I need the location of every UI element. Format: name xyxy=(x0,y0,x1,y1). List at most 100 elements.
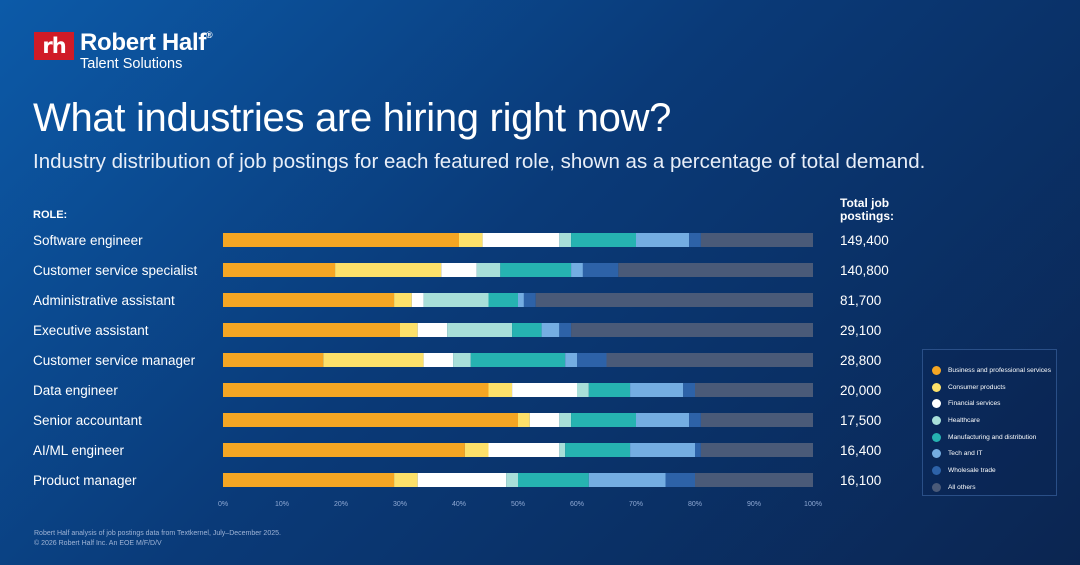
legend-label: Manufacturing and distribution xyxy=(948,433,1037,441)
role-column-header: ROLE: xyxy=(33,209,68,221)
bar-segment-all-others xyxy=(700,413,813,427)
bar-segment-consumer-products xyxy=(335,263,442,277)
bar-segment-healthcare xyxy=(559,233,572,247)
bar-segment-business-and-professional-services xyxy=(223,413,518,427)
bar-segment-healthcare xyxy=(423,293,489,307)
legend-swatch xyxy=(932,465,941,475)
legend-item: Business and professional services xyxy=(932,362,1056,379)
bar-segment-tech-and-it xyxy=(565,353,577,367)
role-label: Customer service specialist xyxy=(33,263,198,278)
bar-segment-financial-services xyxy=(417,323,448,337)
bar-segment-financial-services xyxy=(482,233,560,247)
bar-segment-financial-services xyxy=(529,413,560,427)
role-label: Product manager xyxy=(33,473,137,488)
bar-segment-healthcare xyxy=(506,473,518,487)
footnote-source: Robert Half analysis of job postings dat… xyxy=(34,530,281,537)
bar-segment-all-others xyxy=(618,263,813,277)
legend-swatch xyxy=(932,382,941,392)
legend-item: Tech and IT xyxy=(932,445,1056,462)
bar-segment-financial-services xyxy=(488,443,560,457)
bar-segment-consumer-products xyxy=(394,293,412,307)
total-postings-value: 28,800 xyxy=(840,353,881,368)
bar-segment-financial-services xyxy=(411,293,424,307)
bar-segment-wholesale-trade xyxy=(689,413,701,427)
x-tick-label: 50% xyxy=(511,501,525,508)
total-postings-value: 149,400 xyxy=(840,233,889,248)
x-tick-label: 90% xyxy=(747,501,761,508)
role-label: Executive assistant xyxy=(33,323,149,338)
legend-label: All others xyxy=(948,483,976,491)
total-postings-value: 16,400 xyxy=(840,443,881,458)
bar-segment-tech-and-it xyxy=(571,263,583,277)
bar-segment-all-others xyxy=(700,443,813,457)
total-postings-value: 20,000 xyxy=(840,383,881,398)
bar-segment-tech-and-it xyxy=(636,233,690,247)
bar-segment-all-others xyxy=(695,383,813,397)
bar-segment-healthcare xyxy=(559,413,572,427)
rh-logo-mark: rh xyxy=(34,32,74,60)
bar-segment-manufacturing-and-distribution xyxy=(500,263,572,277)
bar-segment-tech-and-it xyxy=(541,323,560,337)
bar-segment-tech-and-it xyxy=(636,413,690,427)
footnote: Robert Half analysis of job postings dat… xyxy=(34,529,281,549)
role-label: AI/ML engineer xyxy=(33,443,125,458)
legend-swatch xyxy=(932,432,941,442)
bar-segment-financial-services xyxy=(441,263,477,277)
x-tick-label: 40% xyxy=(452,501,466,508)
bar-segment-wholesale-trade xyxy=(689,233,701,247)
legend-label: Consumer products xyxy=(948,383,1006,391)
brand-subtitle: Talent Solutions xyxy=(80,56,183,72)
legend-item: Manufacturing and distribution xyxy=(932,429,1056,446)
x-tick-label: 100% xyxy=(804,501,822,508)
total-postings-value: 81,700 xyxy=(840,293,881,308)
legend-label: Healthcare xyxy=(948,416,980,424)
role-label: Data engineer xyxy=(33,383,118,398)
bar-segment-manufacturing-and-distribution xyxy=(512,323,542,337)
bar-segment-financial-services xyxy=(512,383,577,397)
bar-segment-manufacturing-and-distribution xyxy=(488,293,518,307)
bar-segment-all-others xyxy=(606,353,813,367)
bar-segment-manufacturing-and-distribution xyxy=(571,233,636,247)
chart-title: What industries are hiring right now? xyxy=(33,96,672,140)
bar-segment-healthcare xyxy=(476,263,501,277)
bar-segment-business-and-professional-services xyxy=(223,263,336,277)
bar-segment-financial-services xyxy=(423,353,454,367)
role-label: Administrative assistant xyxy=(33,293,175,308)
bar-segment-wholesale-trade xyxy=(559,323,572,337)
x-tick-label: 80% xyxy=(688,501,702,508)
bar-segment-healthcare xyxy=(559,443,566,457)
bar-segment-consumer-products xyxy=(488,383,513,397)
bar-segment-manufacturing-and-distribution xyxy=(588,383,631,397)
legend-label: Financial services xyxy=(948,400,1001,408)
bar-segment-all-others xyxy=(695,473,813,487)
bar-segment-manufacturing-and-distribution xyxy=(565,443,631,457)
legend-swatch xyxy=(932,365,941,375)
bar-segment-manufacturing-and-distribution xyxy=(571,413,636,427)
bar-segment-business-and-professional-services xyxy=(223,323,400,337)
chart-subtitle: Industry distribution of job postings fo… xyxy=(33,150,926,173)
bar-segment-wholesale-trade xyxy=(683,383,695,397)
legend-item: Consumer products xyxy=(932,379,1056,396)
legend-label: Business and professional services xyxy=(948,366,1051,374)
bar-segment-business-and-professional-services xyxy=(223,293,395,307)
total-postings-value: 16,100 xyxy=(840,473,881,488)
bar-segment-wholesale-trade xyxy=(582,263,619,277)
legend-item: All others xyxy=(932,479,1056,496)
legend-label: Wholesale trade xyxy=(948,466,996,474)
total-postings-header: Total job postings: xyxy=(840,196,894,223)
bar-segment-business-and-professional-services xyxy=(223,443,465,457)
legend-item: Wholesale trade xyxy=(932,462,1056,479)
bar-segment-healthcare xyxy=(577,383,589,397)
bar-segment-healthcare xyxy=(447,323,513,337)
bar-segment-business-and-professional-services xyxy=(223,233,459,247)
total-postings-value: 29,100 xyxy=(840,323,881,338)
legend-swatch xyxy=(932,482,941,492)
bar-segment-tech-and-it xyxy=(630,443,695,457)
bar-segment-consumer-products xyxy=(459,233,483,247)
bar-segment-healthcare xyxy=(453,353,471,367)
x-tick-label: 60% xyxy=(570,501,584,508)
total-postings-value: 140,800 xyxy=(840,263,889,278)
bar-segment-all-others xyxy=(700,233,813,247)
bar-segment-consumer-products xyxy=(323,353,424,367)
